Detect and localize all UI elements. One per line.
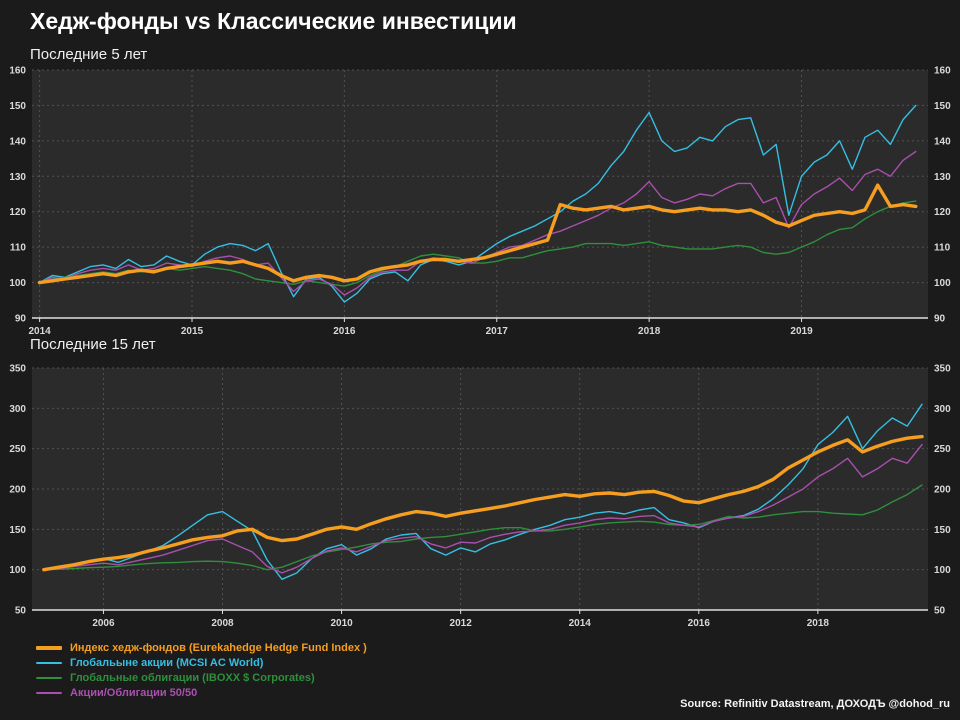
y-tick-label-left: 90 bbox=[15, 314, 27, 325]
legend-item: Глобальыне акции (MCSI AC World) bbox=[36, 655, 367, 670]
legend: Индекс хедж-фондов (Eurekahedge Hedge Fu… bbox=[36, 640, 367, 700]
y-tick-label-right: 130 bbox=[934, 172, 951, 183]
legend-label: Индекс хедж-фондов (Eurekahedge Hedge Fu… bbox=[70, 641, 367, 654]
x-tick-label: 2018 bbox=[807, 618, 830, 629]
y-tick-label-left: 50 bbox=[15, 606, 27, 617]
legend-swatch-icon bbox=[36, 691, 62, 694]
x-tick-label: 2008 bbox=[211, 618, 234, 629]
legend-item: Глобальные облигации (IBOXX $ Corporates… bbox=[36, 670, 367, 685]
y-tick-label-left: 140 bbox=[9, 136, 26, 147]
x-tick-label: 2006 bbox=[92, 618, 115, 629]
x-tick-label: 2017 bbox=[486, 326, 509, 337]
y-tick-label-right: 300 bbox=[934, 404, 951, 415]
x-tick-label: 2019 bbox=[790, 326, 813, 337]
plot-area bbox=[32, 70, 928, 318]
y-tick-label-left: 100 bbox=[9, 278, 26, 289]
y-tick-label-right: 50 bbox=[934, 606, 946, 617]
y-tick-label-right: 120 bbox=[934, 207, 951, 218]
legend-label: Глобальные облигации (IBOXX $ Corporates… bbox=[70, 671, 315, 684]
y-tick-label-left: 300 bbox=[9, 404, 26, 415]
y-tick-label-left: 200 bbox=[9, 485, 26, 496]
y-tick-label-right: 160 bbox=[934, 66, 951, 77]
x-tick-label: 2014 bbox=[569, 618, 592, 629]
chart-5y-subtitle: Последние 5 лет bbox=[30, 46, 148, 63]
legend-swatch-icon bbox=[36, 645, 62, 650]
chart-15y-canvas: 50 50 100 100 150 150 200 200 250 250 300 300 350 350… bbox=[9, 364, 951, 630]
y-tick-label-right: 100 bbox=[934, 565, 951, 576]
x-tick-label: 2015 bbox=[181, 326, 204, 337]
y-tick-label-right: 140 bbox=[934, 136, 951, 147]
y-tick-label-left: 110 bbox=[10, 243, 27, 254]
y-tick-label-left: 250 bbox=[9, 444, 26, 455]
x-tick-label: 2018 bbox=[638, 326, 661, 337]
y-tick-label-left: 100 bbox=[9, 565, 26, 576]
y-tick-label-right: 350 bbox=[934, 364, 951, 375]
source-credit: Source: Refinitiv Datastream, ДОХОДЪ @do… bbox=[680, 698, 950, 710]
y-tick-label-right: 110 bbox=[934, 243, 951, 254]
legend-label: Глобальыне акции (MCSI AC World) bbox=[70, 656, 264, 669]
legend-item: Индекс хедж-фондов (Eurekahedge Hedge Fu… bbox=[36, 640, 367, 655]
x-tick-label: 2012 bbox=[450, 618, 473, 629]
y-tick-label-right: 90 bbox=[934, 314, 946, 325]
chart-5y-canvas: 90 90 100 100 110 110 120 120 130 130 140 140 150 150… bbox=[9, 66, 951, 338]
chart-15y-subtitle: Последние 15 лет bbox=[30, 336, 156, 353]
series-line-global-equities bbox=[43, 403, 923, 581]
legend-swatch-icon bbox=[36, 661, 62, 664]
series-line-global-bonds bbox=[38, 200, 917, 287]
page-title: Хедж-фонды vs Классические инвестиции bbox=[30, 8, 517, 34]
series-line-hedge-funds bbox=[42, 434, 924, 572]
y-tick-label-left: 350 bbox=[9, 364, 26, 375]
series-line-hedge-funds bbox=[37, 183, 918, 285]
y-tick-label-left: 150 bbox=[9, 101, 26, 112]
y-tick-label-left: 160 bbox=[9, 66, 26, 77]
x-tick-label: 2010 bbox=[330, 618, 353, 629]
y-tick-label-left: 130 bbox=[9, 172, 26, 183]
series-line-global-equities bbox=[38, 104, 917, 303]
y-tick-label-right: 150 bbox=[934, 101, 951, 112]
y-tick-label-right: 250 bbox=[934, 444, 951, 455]
legend-swatch-icon bbox=[36, 676, 62, 679]
y-tick-label-right: 100 bbox=[934, 278, 951, 289]
x-tick-label: 2016 bbox=[333, 326, 356, 337]
y-tick-label-right: 200 bbox=[934, 485, 951, 496]
y-tick-label-left: 120 bbox=[9, 207, 26, 218]
y-tick-label-left: 150 bbox=[9, 525, 26, 536]
legend-item: Акции/Облигации 50/50 bbox=[36, 685, 367, 700]
series-line-stocks-bonds-50-50 bbox=[43, 443, 923, 574]
y-tick-label-right: 150 bbox=[934, 525, 951, 536]
x-tick-label: 2014 bbox=[28, 326, 51, 337]
series-line-global-bonds bbox=[43, 484, 923, 571]
x-tick-label: 2016 bbox=[688, 618, 711, 629]
legend-label: Акции/Облигации 50/50 bbox=[70, 686, 198, 699]
